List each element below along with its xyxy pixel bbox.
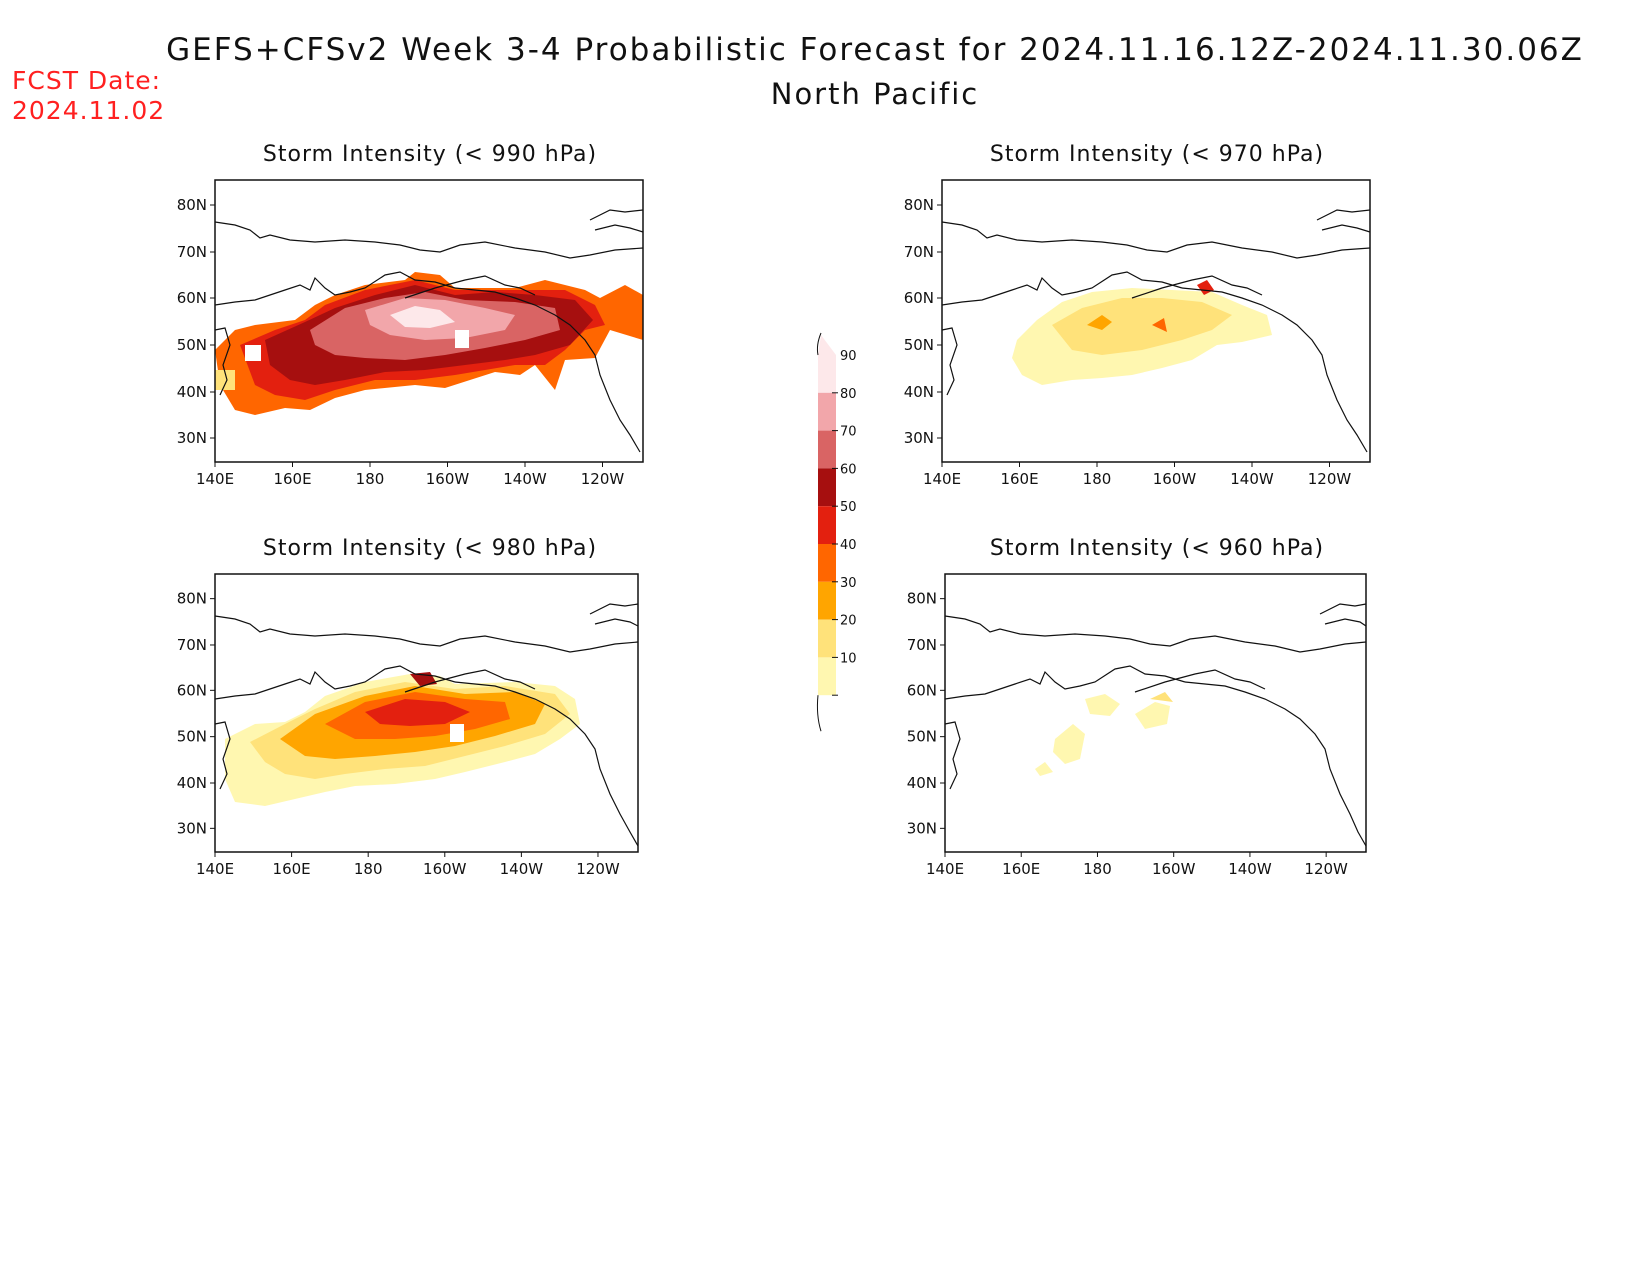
panel-970-hpa: Storm Intensity (< 970 hPa) 80N 70N 60N 50N… — [897, 142, 1417, 532]
colorbar-label: 10 — [840, 651, 857, 666]
lat-tick-label: 30N — [904, 429, 934, 447]
lat-tick-label: 80N — [904, 196, 934, 214]
lat-tick-label: 40N — [904, 383, 934, 401]
lat-tick-label: 50N — [907, 728, 937, 746]
lat-tick-label: 50N — [177, 728, 207, 746]
colorbar-swatch — [818, 657, 836, 696]
lon-tick-label: 180 — [1083, 860, 1112, 878]
lon-tick-label: 160E — [273, 860, 311, 878]
colorbar-swatch — [818, 544, 836, 582]
main-title: GEFS+CFSv2 Week 3-4 Probabilistic Foreca… — [166, 32, 1584, 68]
panel-title: Storm Intensity (< 990 hPa) — [262, 142, 598, 167]
lon-tick-label: 160E — [1002, 860, 1040, 878]
colorbar-label: 80 — [840, 387, 857, 402]
lat-tick-label: 60N — [177, 289, 207, 307]
lat-tick-label: 30N — [907, 819, 937, 837]
map-970: 80N 70N 60N 50N 40N 30N 140E 160E 180 160W 140W 120… — [904, 179, 1371, 488]
forecast-date-block: FCST Date: 2024.11.02 — [12, 66, 165, 126]
map-960: 80N 70N 60N 50N 40N 30N 140E 160E 180 160W 140W 120… — [907, 573, 1367, 878]
lon-tick-label: 140E — [923, 470, 961, 488]
colorbar-swatch — [818, 355, 836, 393]
lat-tick-label: 80N — [907, 590, 937, 608]
lon-tick-label: 140W — [500, 860, 544, 878]
colorbar-label: 20 — [840, 614, 857, 629]
panel-990-hpa: Storm Intensity (< 990 hPa) — [170, 142, 690, 532]
colorbar-label: 30 — [840, 576, 857, 591]
lat-tick-label: 40N — [177, 774, 207, 792]
lat-tick-label: 50N — [177, 336, 207, 354]
lon-tick-label: 140E — [196, 860, 234, 878]
lat-tick-label: 70N — [904, 243, 934, 261]
panel-title: Storm Intensity (< 970 hPa) — [989, 142, 1325, 167]
lon-tick-label: 180 — [354, 860, 383, 878]
lat-tick-label: 50N — [904, 336, 934, 354]
map-frame — [214, 573, 639, 853]
lat-tick-label: 80N — [177, 196, 207, 214]
colorbar-top-edge — [816, 332, 822, 356]
colorbar-swatch — [818, 619, 836, 658]
probability-field — [225, 672, 580, 806]
colorbar-swatch — [818, 392, 836, 431]
lon-tick-label: 180 — [356, 470, 385, 488]
colorbar-label: 90 — [840, 349, 857, 364]
lon-tick-label: 160E — [1000, 470, 1038, 488]
lat-tick-label: 30N — [177, 819, 207, 837]
map-990: 80N 70N 60N 50N 40N 30N 140E 160E 180 160W 140W 120… — [177, 179, 644, 488]
colorbar-label: 60 — [840, 462, 857, 477]
colorbar-label: 40 — [840, 538, 857, 553]
lon-tick-label: 160W — [423, 860, 467, 878]
colorbar-label: 70 — [840, 425, 857, 440]
lat-tick-label: 60N — [904, 289, 934, 307]
lon-tick-label: 160W — [426, 470, 470, 488]
coastlines — [214, 603, 639, 847]
coastlines — [944, 603, 1367, 847]
coastlines — [941, 209, 1371, 453]
lat-tick-label: 70N — [177, 636, 207, 654]
lat-tick-label: 30N — [177, 429, 207, 447]
panel-960-hpa: Storm Intensity (< 960 hPa) 80N 70N 60N 50N… — [897, 536, 1417, 926]
lat-tick-label: 70N — [907, 636, 937, 654]
colorbar-label: 50 — [840, 500, 857, 515]
lat-tick-label: 60N — [907, 681, 937, 699]
lon-tick-label: 160E — [273, 470, 311, 488]
lon-tick-label: 120W — [1308, 470, 1352, 488]
colorbar-bottom-edge — [816, 695, 822, 732]
coastlines — [214, 209, 644, 453]
map-frame — [941, 179, 1371, 463]
map-980: 80N 70N 60N 50N 40N 30N 140E 160E 180 160W 140W 120… — [177, 573, 639, 878]
lon-tick-label: 120W — [581, 470, 625, 488]
lon-tick-label: 160W — [1152, 860, 1196, 878]
colorbar-swatch — [818, 468, 836, 507]
lon-tick-label: 120W — [576, 860, 620, 878]
lat-tick-label: 70N — [177, 243, 207, 261]
colorbar: 90 80 70 60 50 40 30 20 10 — [816, 332, 857, 732]
colorbar-swatch — [818, 506, 836, 544]
lat-tick-label: 60N — [177, 681, 207, 699]
lon-tick-label: 140W — [1230, 470, 1274, 488]
lat-tick-label: 40N — [177, 383, 207, 401]
panel-title: Storm Intensity (< 980 hPa) — [262, 536, 598, 561]
lat-tick-label: 40N — [907, 774, 937, 792]
map-frame — [214, 179, 644, 463]
colorbar-top-wedge — [818, 335, 836, 355]
lon-tick-label: 140E — [926, 860, 964, 878]
region-title: North Pacific — [770, 77, 980, 111]
lat-tick-label: 80N — [177, 590, 207, 608]
colorbar-swatch — [818, 581, 836, 620]
probability-field — [215, 272, 643, 415]
panel-980-hpa: Storm Intensity (< 980 hPa) 80N — [170, 536, 690, 926]
lon-tick-label: 160W — [1153, 470, 1197, 488]
panel-title: Storm Intensity (< 960 hPa) — [989, 536, 1325, 561]
lon-tick-label: 140W — [1228, 860, 1272, 878]
colorbar-swatch — [818, 430, 836, 469]
map-frame — [944, 573, 1367, 853]
forecast-date-label: FCST Date: — [12, 66, 162, 95]
lon-tick-label: 180 — [1083, 470, 1112, 488]
lon-tick-label: 140W — [503, 470, 547, 488]
lon-tick-label: 120W — [1304, 860, 1348, 878]
probability-field — [1035, 692, 1173, 776]
forecast-date-value: 2024.11.02 — [12, 96, 166, 125]
lon-tick-label: 140E — [196, 470, 234, 488]
